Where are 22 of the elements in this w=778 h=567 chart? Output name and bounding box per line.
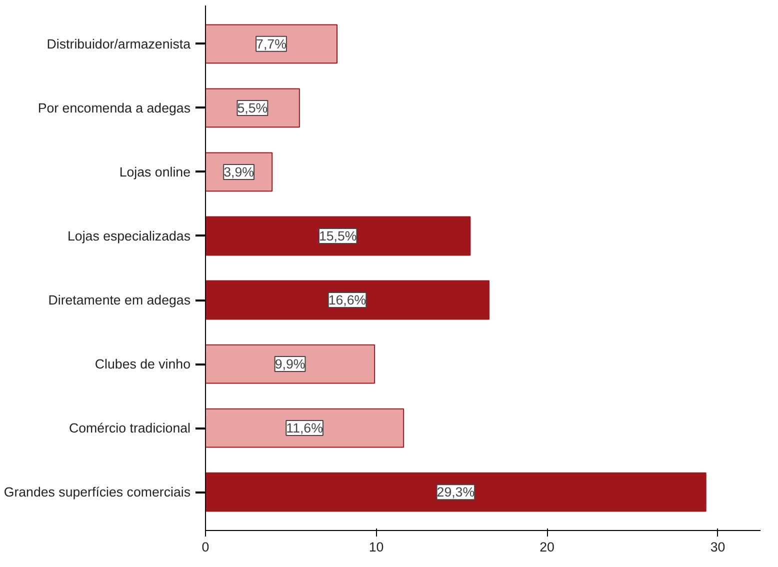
y-tick-label: Por encomenda a adegas bbox=[38, 100, 191, 116]
bar bbox=[206, 216, 471, 256]
data-label: 15,5% bbox=[318, 228, 357, 244]
data-label: 11,6% bbox=[286, 420, 324, 436]
data-label: 7,7% bbox=[256, 36, 287, 52]
bar bbox=[206, 408, 404, 448]
y-tick-label: Comércio tradicional bbox=[69, 420, 191, 436]
y-tick-label: Lojas especializadas bbox=[68, 228, 191, 244]
y-tick-label: Clubes de vinho bbox=[94, 356, 191, 372]
x-tick-label: 30 bbox=[710, 540, 726, 554]
bar bbox=[206, 472, 706, 512]
bar bbox=[206, 24, 338, 64]
bar bbox=[206, 344, 376, 384]
y-tick-label: Distribuidor/armazenista bbox=[46, 36, 192, 52]
y-tick-label: Diretamente em adegas bbox=[48, 292, 191, 308]
x-tick-label: 0 bbox=[202, 540, 210, 554]
y-tick-label: Grandes superfícies comerciais bbox=[4, 484, 191, 500]
x-tick-label: 10 bbox=[368, 540, 384, 554]
bar bbox=[206, 280, 490, 320]
data-label: 3,9% bbox=[224, 164, 254, 180]
x-tick-label: 20 bbox=[540, 540, 554, 554]
y-tick-label: Lojas online bbox=[119, 164, 191, 180]
